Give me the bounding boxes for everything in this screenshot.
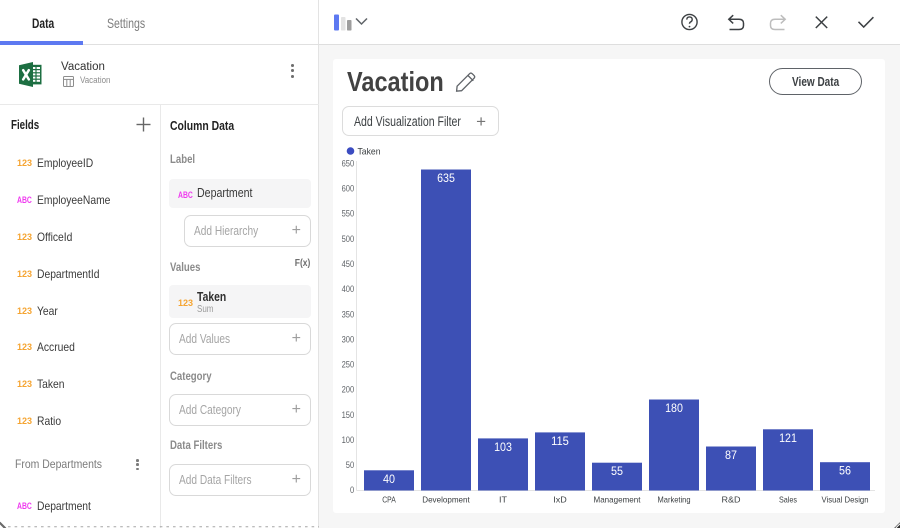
svg-text:Development: Development <box>422 495 470 505</box>
svg-text:150: 150 <box>342 410 355 420</box>
svg-text:56: 56 <box>839 466 851 478</box>
svg-text:Taken: Taken <box>358 147 381 158</box>
svg-text:180: 180 <box>665 403 683 415</box>
svg-text:635: 635 <box>437 173 455 185</box>
svg-text:650: 650 <box>342 158 355 168</box>
svg-text:121: 121 <box>779 433 797 445</box>
svg-text:550: 550 <box>342 209 355 219</box>
svg-text:300: 300 <box>342 334 355 344</box>
svg-text:Sales: Sales <box>779 495 797 505</box>
svg-text:87: 87 <box>725 450 737 462</box>
svg-text:200: 200 <box>342 385 355 395</box>
svg-text:103: 103 <box>494 442 512 454</box>
svg-text:IT: IT <box>499 495 507 505</box>
svg-text:0: 0 <box>350 485 354 495</box>
svg-text:500: 500 <box>342 234 355 244</box>
svg-text:Visual Design: Visual Design <box>822 495 869 505</box>
svg-text:450: 450 <box>342 259 355 269</box>
svg-text:400: 400 <box>342 284 355 294</box>
svg-text:115: 115 <box>551 436 569 448</box>
svg-text:600: 600 <box>342 184 355 194</box>
svg-text:Marketing: Marketing <box>658 495 691 505</box>
svg-text:Management: Management <box>594 495 642 505</box>
svg-text:250: 250 <box>342 360 355 370</box>
svg-text:R&D: R&D <box>722 495 741 505</box>
svg-text:50: 50 <box>346 460 354 470</box>
svg-text:100: 100 <box>342 435 355 445</box>
svg-text:350: 350 <box>342 309 355 319</box>
svg-text:IxD: IxD <box>553 495 567 505</box>
svg-text:CPA: CPA <box>382 495 396 505</box>
svg-text:55: 55 <box>611 466 623 478</box>
svg-text:40: 40 <box>383 474 395 486</box>
